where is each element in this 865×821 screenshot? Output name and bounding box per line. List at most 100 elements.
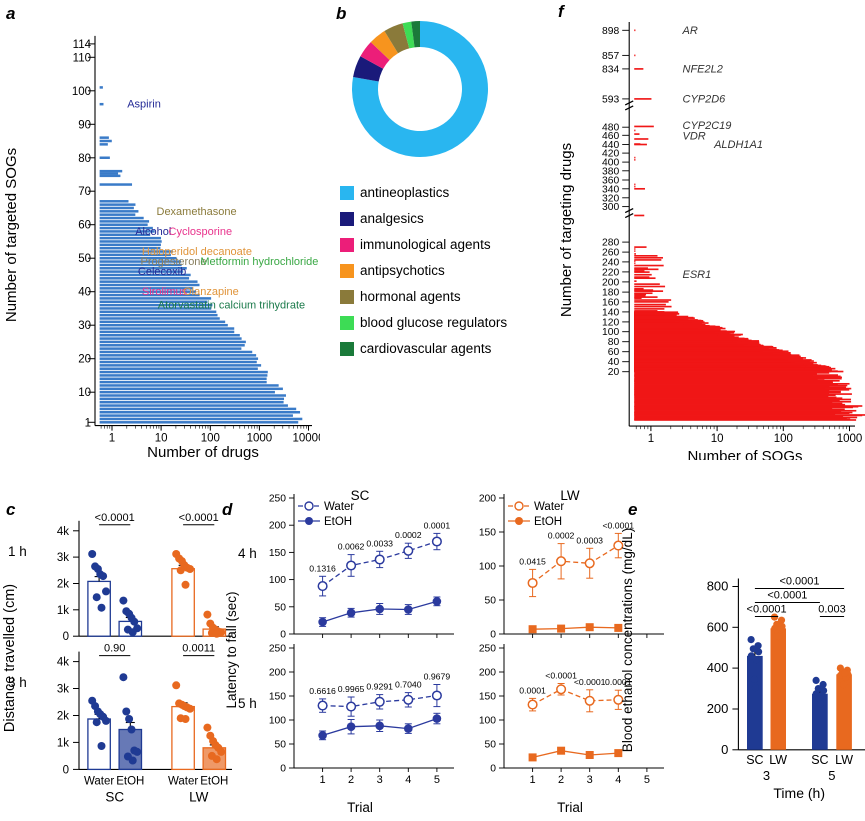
svg-text:593: 593 [602, 94, 619, 105]
svg-text:1000: 1000 [247, 432, 273, 444]
svg-text:0.0002: 0.0002 [548, 531, 575, 541]
svg-text:Water: Water [534, 501, 564, 513]
svg-text:1: 1 [320, 774, 326, 786]
svg-text:160: 160 [602, 297, 619, 308]
svg-text:4: 4 [405, 774, 411, 786]
svg-text:400: 400 [707, 660, 729, 675]
svg-text:10: 10 [711, 433, 724, 445]
svg-text:40: 40 [608, 357, 620, 368]
svg-text:0.90: 0.90 [104, 643, 125, 655]
svg-text:60: 60 [78, 220, 91, 232]
svg-text:200: 200 [479, 668, 496, 679]
svg-text:100: 100 [201, 432, 220, 444]
svg-text:0.1316: 0.1316 [309, 563, 336, 573]
svg-text:NFE2L2: NFE2L2 [683, 63, 723, 75]
svg-text:50: 50 [275, 602, 287, 613]
svg-text:1: 1 [85, 417, 91, 429]
svg-text:0.0002: 0.0002 [395, 530, 422, 540]
svg-text:220: 220 [602, 267, 619, 278]
svg-text:2k: 2k [57, 711, 69, 723]
svg-text:Olanzapine: Olanzapine [183, 286, 239, 298]
svg-text:114: 114 [73, 39, 92, 51]
svg-text:2: 2 [348, 774, 354, 786]
svg-text:Number of targeted SOGs: Number of targeted SOGs [3, 148, 20, 322]
svg-text:100: 100 [72, 86, 91, 98]
svg-text:Alcohol: Alcohol [135, 226, 171, 238]
svg-text:3: 3 [763, 768, 770, 783]
svg-text:1 h: 1 h [8, 544, 27, 559]
svg-text:50: 50 [78, 253, 91, 265]
svg-text:0.9679: 0.9679 [424, 672, 451, 682]
svg-text:10000: 10000 [293, 432, 320, 444]
svg-text:200: 200 [479, 494, 496, 505]
svg-text:0.0001: 0.0001 [424, 520, 451, 530]
svg-text:LW: LW [835, 753, 853, 767]
svg-text:140: 140 [602, 307, 619, 318]
svg-text:10: 10 [78, 387, 91, 399]
svg-text:150: 150 [479, 528, 496, 539]
svg-text:3: 3 [377, 774, 383, 786]
svg-text:110: 110 [73, 52, 91, 64]
svg-text:0.0062: 0.0062 [338, 542, 365, 552]
svg-text:0.9291: 0.9291 [366, 682, 393, 692]
svg-text:CYP2D6: CYP2D6 [683, 93, 727, 105]
svg-text:120: 120 [602, 317, 619, 328]
svg-text:ESR1: ESR1 [683, 269, 712, 281]
svg-text:800: 800 [707, 579, 729, 594]
svg-text:50: 50 [275, 740, 287, 751]
svg-text:Cyclosporine: Cyclosporine [169, 226, 233, 238]
svg-text:<0.0001: <0.0001 [95, 512, 135, 524]
svg-text:0.0003: 0.0003 [576, 535, 603, 545]
svg-text:Time (h): Time (h) [773, 785, 825, 801]
svg-text:0.0415: 0.0415 [519, 556, 546, 566]
svg-text:200: 200 [269, 668, 286, 679]
svg-text:1: 1 [109, 432, 115, 444]
svg-text:0.0011: 0.0011 [182, 643, 215, 655]
svg-text:70: 70 [78, 186, 91, 198]
svg-text:260: 260 [602, 248, 619, 259]
svg-text:2: 2 [558, 774, 564, 786]
svg-text:Atorvastatin calcium trihydrat: Atorvastatin calcium trihydrate [158, 300, 305, 312]
svg-text:5 h: 5 h [238, 696, 257, 711]
svg-text:0: 0 [721, 742, 728, 757]
svg-text:0: 0 [63, 631, 69, 643]
svg-text:0: 0 [280, 630, 286, 641]
svg-text:0.6616: 0.6616 [309, 686, 336, 696]
svg-text:4 h: 4 h [238, 546, 257, 561]
svg-text:analgesics: analgesics [360, 211, 424, 226]
svg-text:4k: 4k [57, 657, 69, 669]
svg-text:100: 100 [602, 327, 619, 338]
svg-text:Celecoxib: Celecoxib [138, 266, 186, 278]
svg-text:200: 200 [269, 521, 286, 532]
svg-text:EtOH: EtOH [116, 775, 144, 787]
svg-text:480: 480 [602, 123, 619, 134]
svg-text:0.7040: 0.7040 [395, 680, 422, 690]
svg-text:Number of drugs: Number of drugs [147, 444, 259, 460]
svg-text:200: 200 [707, 701, 729, 716]
svg-text:80: 80 [608, 337, 620, 348]
svg-text:1k: 1k [57, 737, 69, 749]
svg-text:0: 0 [490, 764, 496, 775]
svg-text:60: 60 [608, 347, 620, 358]
svg-text:100: 100 [269, 716, 286, 727]
svg-text:3: 3 [587, 774, 593, 786]
svg-text:Water: Water [84, 775, 114, 787]
svg-text:Dexamethasone: Dexamethasone [157, 206, 237, 218]
svg-text:Water: Water [168, 775, 198, 787]
svg-text:Water: Water [324, 501, 354, 513]
svg-text:<0.0001: <0.0001 [779, 576, 819, 588]
svg-text:immunological agents: immunological agents [360, 237, 491, 252]
svg-text:834: 834 [602, 64, 619, 75]
svg-text:20: 20 [78, 354, 91, 366]
svg-text:280: 280 [602, 238, 619, 249]
svg-text:857: 857 [602, 51, 619, 62]
svg-text:200: 200 [602, 277, 619, 288]
svg-text:100: 100 [479, 562, 496, 573]
svg-text:150: 150 [479, 692, 496, 703]
svg-text:0.9965: 0.9965 [338, 684, 365, 694]
svg-text:5: 5 [434, 774, 440, 786]
svg-text:50: 50 [485, 596, 497, 607]
svg-text:antipsychotics: antipsychotics [360, 263, 445, 278]
svg-text:3 h: 3 h [8, 675, 27, 690]
svg-text:EtOH: EtOH [534, 516, 562, 528]
